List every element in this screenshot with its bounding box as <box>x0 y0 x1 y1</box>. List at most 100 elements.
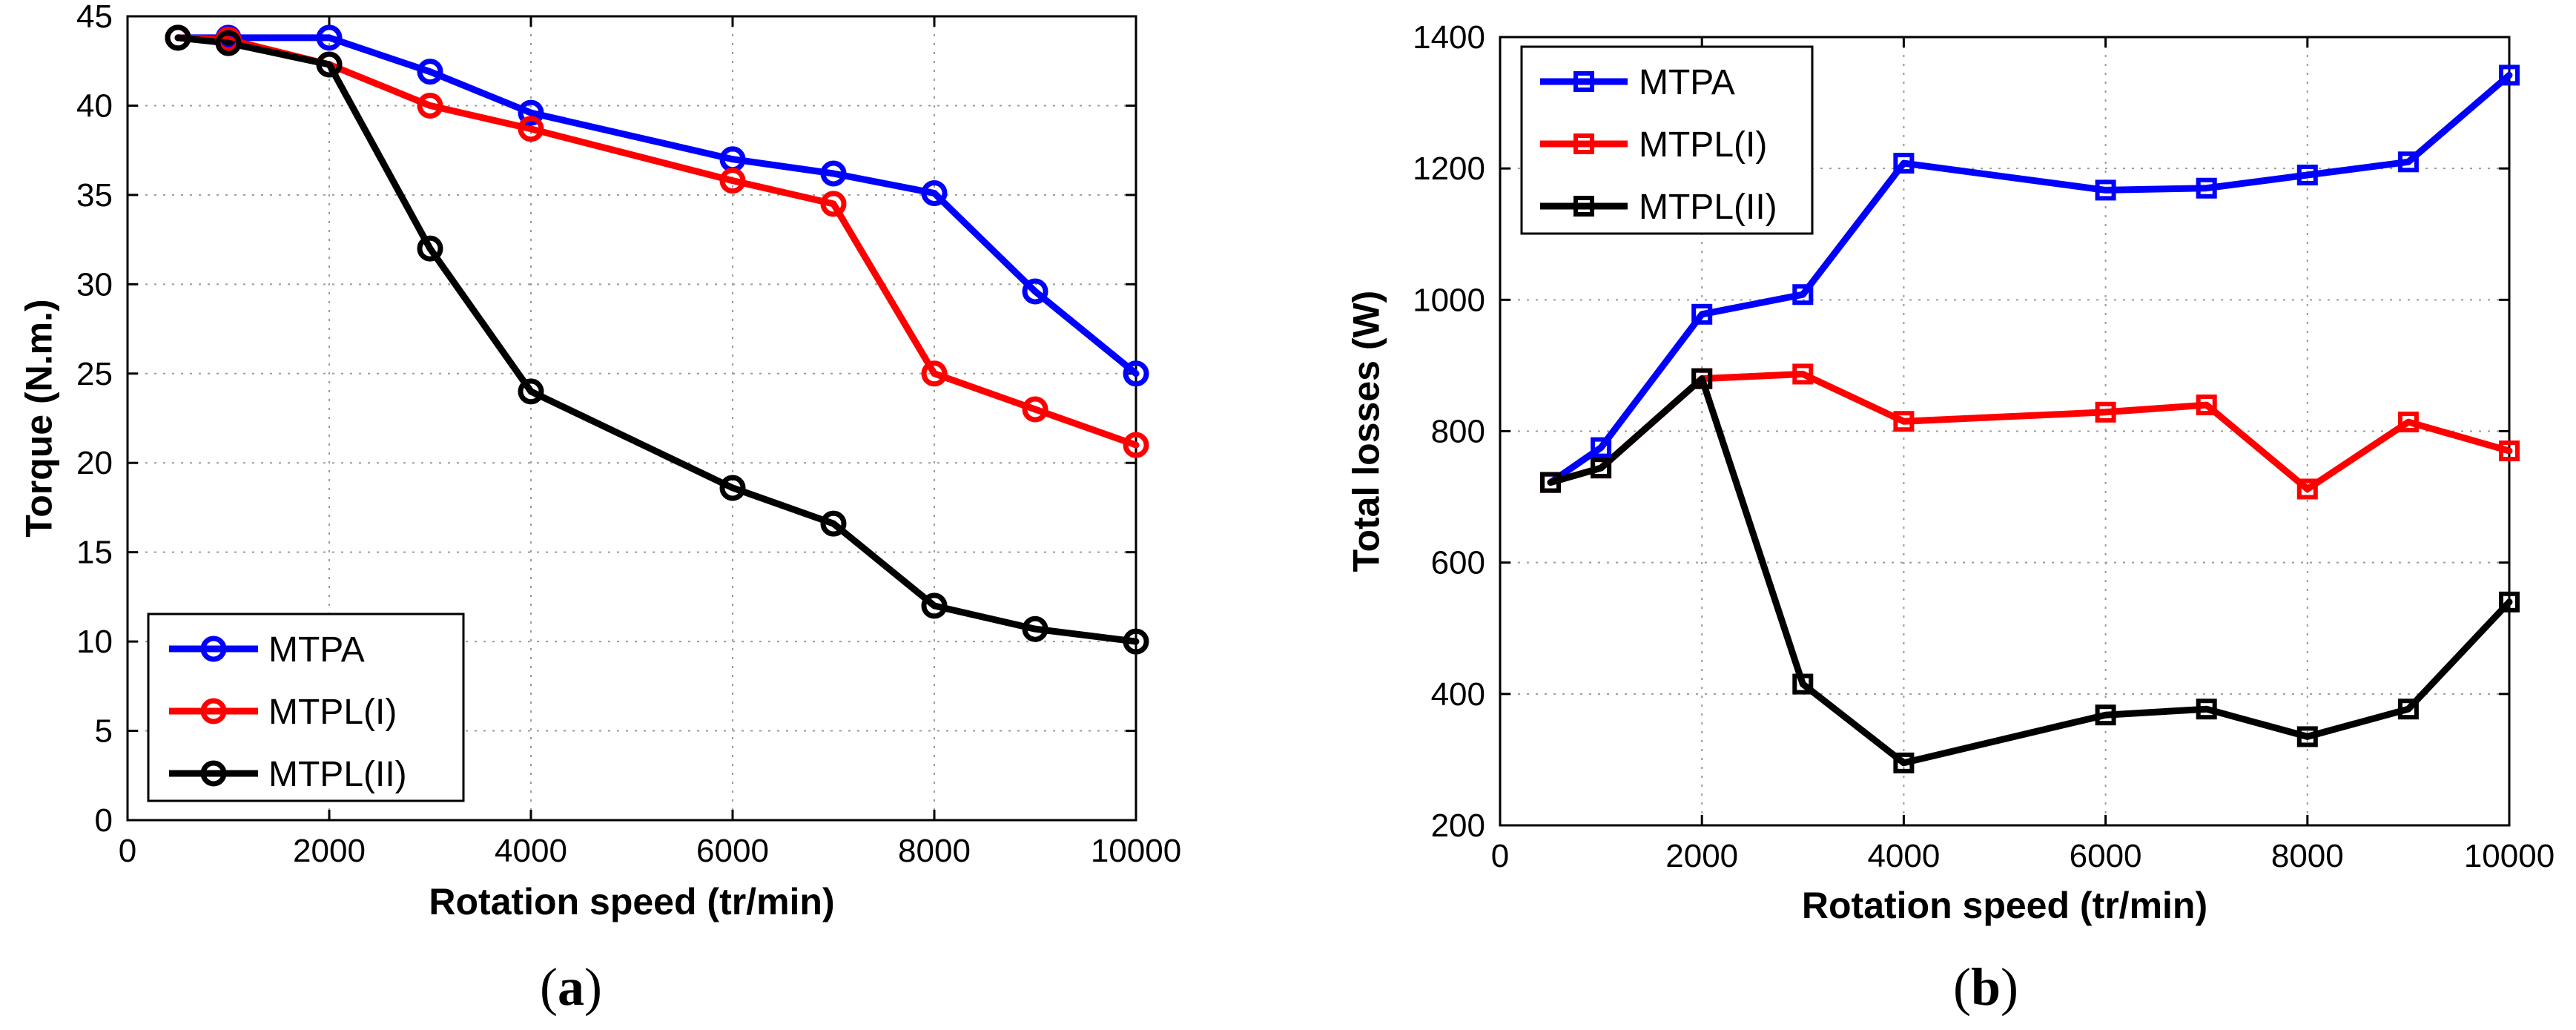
y-tick-label: 40 <box>76 88 113 124</box>
data-point-marker <box>1123 360 1149 387</box>
data-point-marker <box>1591 437 1612 458</box>
legend-swatch-marker <box>1573 133 1594 154</box>
legend-swatch-marker <box>1573 196 1594 217</box>
x-tick-label: 8000 <box>898 833 971 869</box>
y-tick-label: 25 <box>76 356 113 392</box>
series-line-mtplii <box>174 34 1140 645</box>
legend-entry-label: MTPL(I) <box>268 693 397 732</box>
panel-a-caption: (a) <box>540 957 602 1017</box>
data-point-marker <box>1591 458 1612 479</box>
panel-b-caption: (b) <box>1953 957 2018 1017</box>
data-point-marker <box>1691 303 1713 325</box>
data-point-marker <box>2397 412 2419 433</box>
y-tick-label: 45 <box>76 0 113 35</box>
data-point-marker <box>2196 394 2217 416</box>
data-point-marker <box>1893 411 1915 432</box>
y-tick-label: 0 <box>95 802 113 839</box>
data-point-marker <box>518 99 544 126</box>
x-tick-label: 6000 <box>696 833 769 869</box>
data-point-marker <box>921 179 948 206</box>
x-tick-label: 0 <box>1491 838 1509 874</box>
data-point-marker <box>820 160 847 187</box>
data-point-marker <box>921 592 948 619</box>
y-tick-label: 35 <box>76 177 113 214</box>
x-tick-label: 8000 <box>2271 838 2344 874</box>
data-point-marker <box>2499 440 2520 462</box>
data-point-marker <box>1691 368 1713 389</box>
panel-b-series <box>1540 65 2520 773</box>
panel-b-axis-ticks: 0 2000 4000 6000 8000 10000 200 400 600 800 1000 12… <box>1413 19 2554 874</box>
data-point-marker <box>2296 165 2318 186</box>
series-line-mtpa <box>174 34 1140 377</box>
data-point-marker <box>1540 472 1562 493</box>
y-tick-label: 30 <box>76 266 113 303</box>
panel-a-axis-ticks: 0 2000 4000 6000 8000 10000 0 5 10 15 20 25 30 35 40 45 <box>76 0 1181 869</box>
legend-entry-label: MTPA <box>1639 63 1735 102</box>
panel-b-y-axis-label: Total losses (W) <box>1346 291 1387 572</box>
data-point-marker <box>1123 432 1149 458</box>
data-point-marker <box>417 235 443 262</box>
legend-box <box>147 613 465 802</box>
y-tick-label: 600 <box>1431 545 1485 581</box>
data-point-marker <box>2296 478 2318 500</box>
y-tick-label: 15 <box>76 535 113 571</box>
data-point-marker <box>2296 726 2318 747</box>
data-point-marker <box>1022 615 1048 642</box>
panel-a-x-axis-label: Rotation speed (tr/min) <box>429 881 834 922</box>
series-line-mtpli <box>1547 370 2513 492</box>
data-point-marker <box>2397 151 2419 173</box>
data-point-marker <box>215 30 242 56</box>
panel-a-y-axis-label: Torque (N.m.) <box>19 299 60 537</box>
legend-box <box>1520 45 1814 235</box>
x-tick-label: 2000 <box>293 833 366 869</box>
x-tick-label: 10000 <box>2464 838 2554 874</box>
legend-swatch-marker <box>200 698 227 724</box>
x-tick-label: 0 <box>119 833 136 869</box>
x-tick-label: 4000 <box>1867 838 1940 874</box>
series-line-mtpli <box>174 34 1140 449</box>
panel-b-legend: MTPA MTPL(I) MTPL(II) <box>1520 45 1814 235</box>
x-tick-label: 4000 <box>495 833 567 869</box>
data-point-marker <box>719 475 746 501</box>
data-point-marker <box>2196 699 2217 720</box>
panel-b-x-axis-label: Rotation speed (tr/min) <box>1802 885 2207 926</box>
series-line-mtpa <box>1547 71 2513 486</box>
data-point-marker <box>2499 65 2520 86</box>
panel-a-legend: MTPA MTPL(I) MTPL(II) <box>147 613 465 802</box>
y-tick-label: 1200 <box>1413 151 1485 187</box>
legend-swatch-marker <box>200 760 227 787</box>
data-point-marker <box>1123 628 1149 655</box>
data-point-marker <box>417 92 443 119</box>
panel-a-torque-chart: 0 2000 4000 6000 8000 10000 0 5 10 15 20 25 30 35 40 45… <box>19 0 1182 1017</box>
data-point-marker <box>2499 591 2520 613</box>
data-point-marker <box>165 24 191 51</box>
y-tick-label: 800 <box>1431 414 1485 450</box>
data-point-marker <box>518 378 544 405</box>
series-line-mtplii <box>1547 375 2513 767</box>
y-tick-label: 1000 <box>1413 282 1485 318</box>
panel-b-losses-chart: 0 2000 4000 6000 8000 10000 200 400 600 800 1000 12… <box>1346 19 2555 1017</box>
panel-b-caption-letter: b <box>1971 957 2001 1017</box>
data-point-marker <box>316 51 343 78</box>
legend-entry-label: MTPL(I) <box>1639 125 1767 165</box>
data-point-marker <box>2095 704 2116 726</box>
data-point-marker <box>1792 284 1814 306</box>
legend-entry-label: MTPL(II) <box>268 755 407 794</box>
y-tick-label: 400 <box>1431 676 1485 713</box>
data-point-marker <box>719 168 746 194</box>
legend-entry-label: MTPL(II) <box>1639 188 1777 227</box>
data-point-marker <box>921 360 948 387</box>
x-tick-label: 6000 <box>2070 838 2142 874</box>
panel-a-caption-letter: a <box>558 957 584 1017</box>
data-point-marker <box>316 24 343 51</box>
data-point-marker <box>2397 699 2419 720</box>
y-tick-label: 20 <box>76 445 113 481</box>
x-tick-label: 2000 <box>1665 838 1738 874</box>
y-tick-label: 1400 <box>1413 19 1485 56</box>
legend-swatch-marker <box>200 636 227 662</box>
data-point-marker <box>1792 363 1814 385</box>
legend-swatch-marker <box>1573 71 1594 92</box>
x-tick-label: 10000 <box>1091 833 1181 869</box>
data-point-marker <box>820 191 847 217</box>
